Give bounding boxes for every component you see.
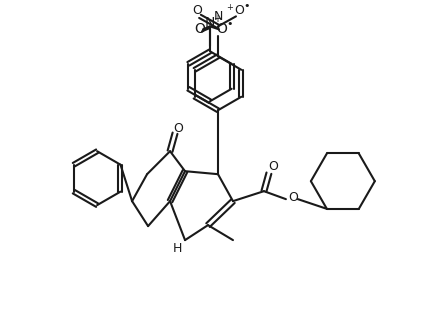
Text: H: H <box>172 242 182 255</box>
Text: O: O <box>234 4 244 17</box>
Text: O: O <box>288 191 298 204</box>
Text: •: • <box>227 19 233 29</box>
Text: O: O <box>216 23 227 36</box>
Text: O: O <box>192 4 202 17</box>
Text: N: N <box>213 10 223 23</box>
Text: •: • <box>244 1 250 11</box>
Text: O: O <box>173 122 183 135</box>
Text: N: N <box>205 16 215 30</box>
Text: O: O <box>195 23 205 36</box>
Text: O: O <box>268 160 278 173</box>
Text: +: + <box>226 3 233 12</box>
Text: +: + <box>213 14 221 24</box>
